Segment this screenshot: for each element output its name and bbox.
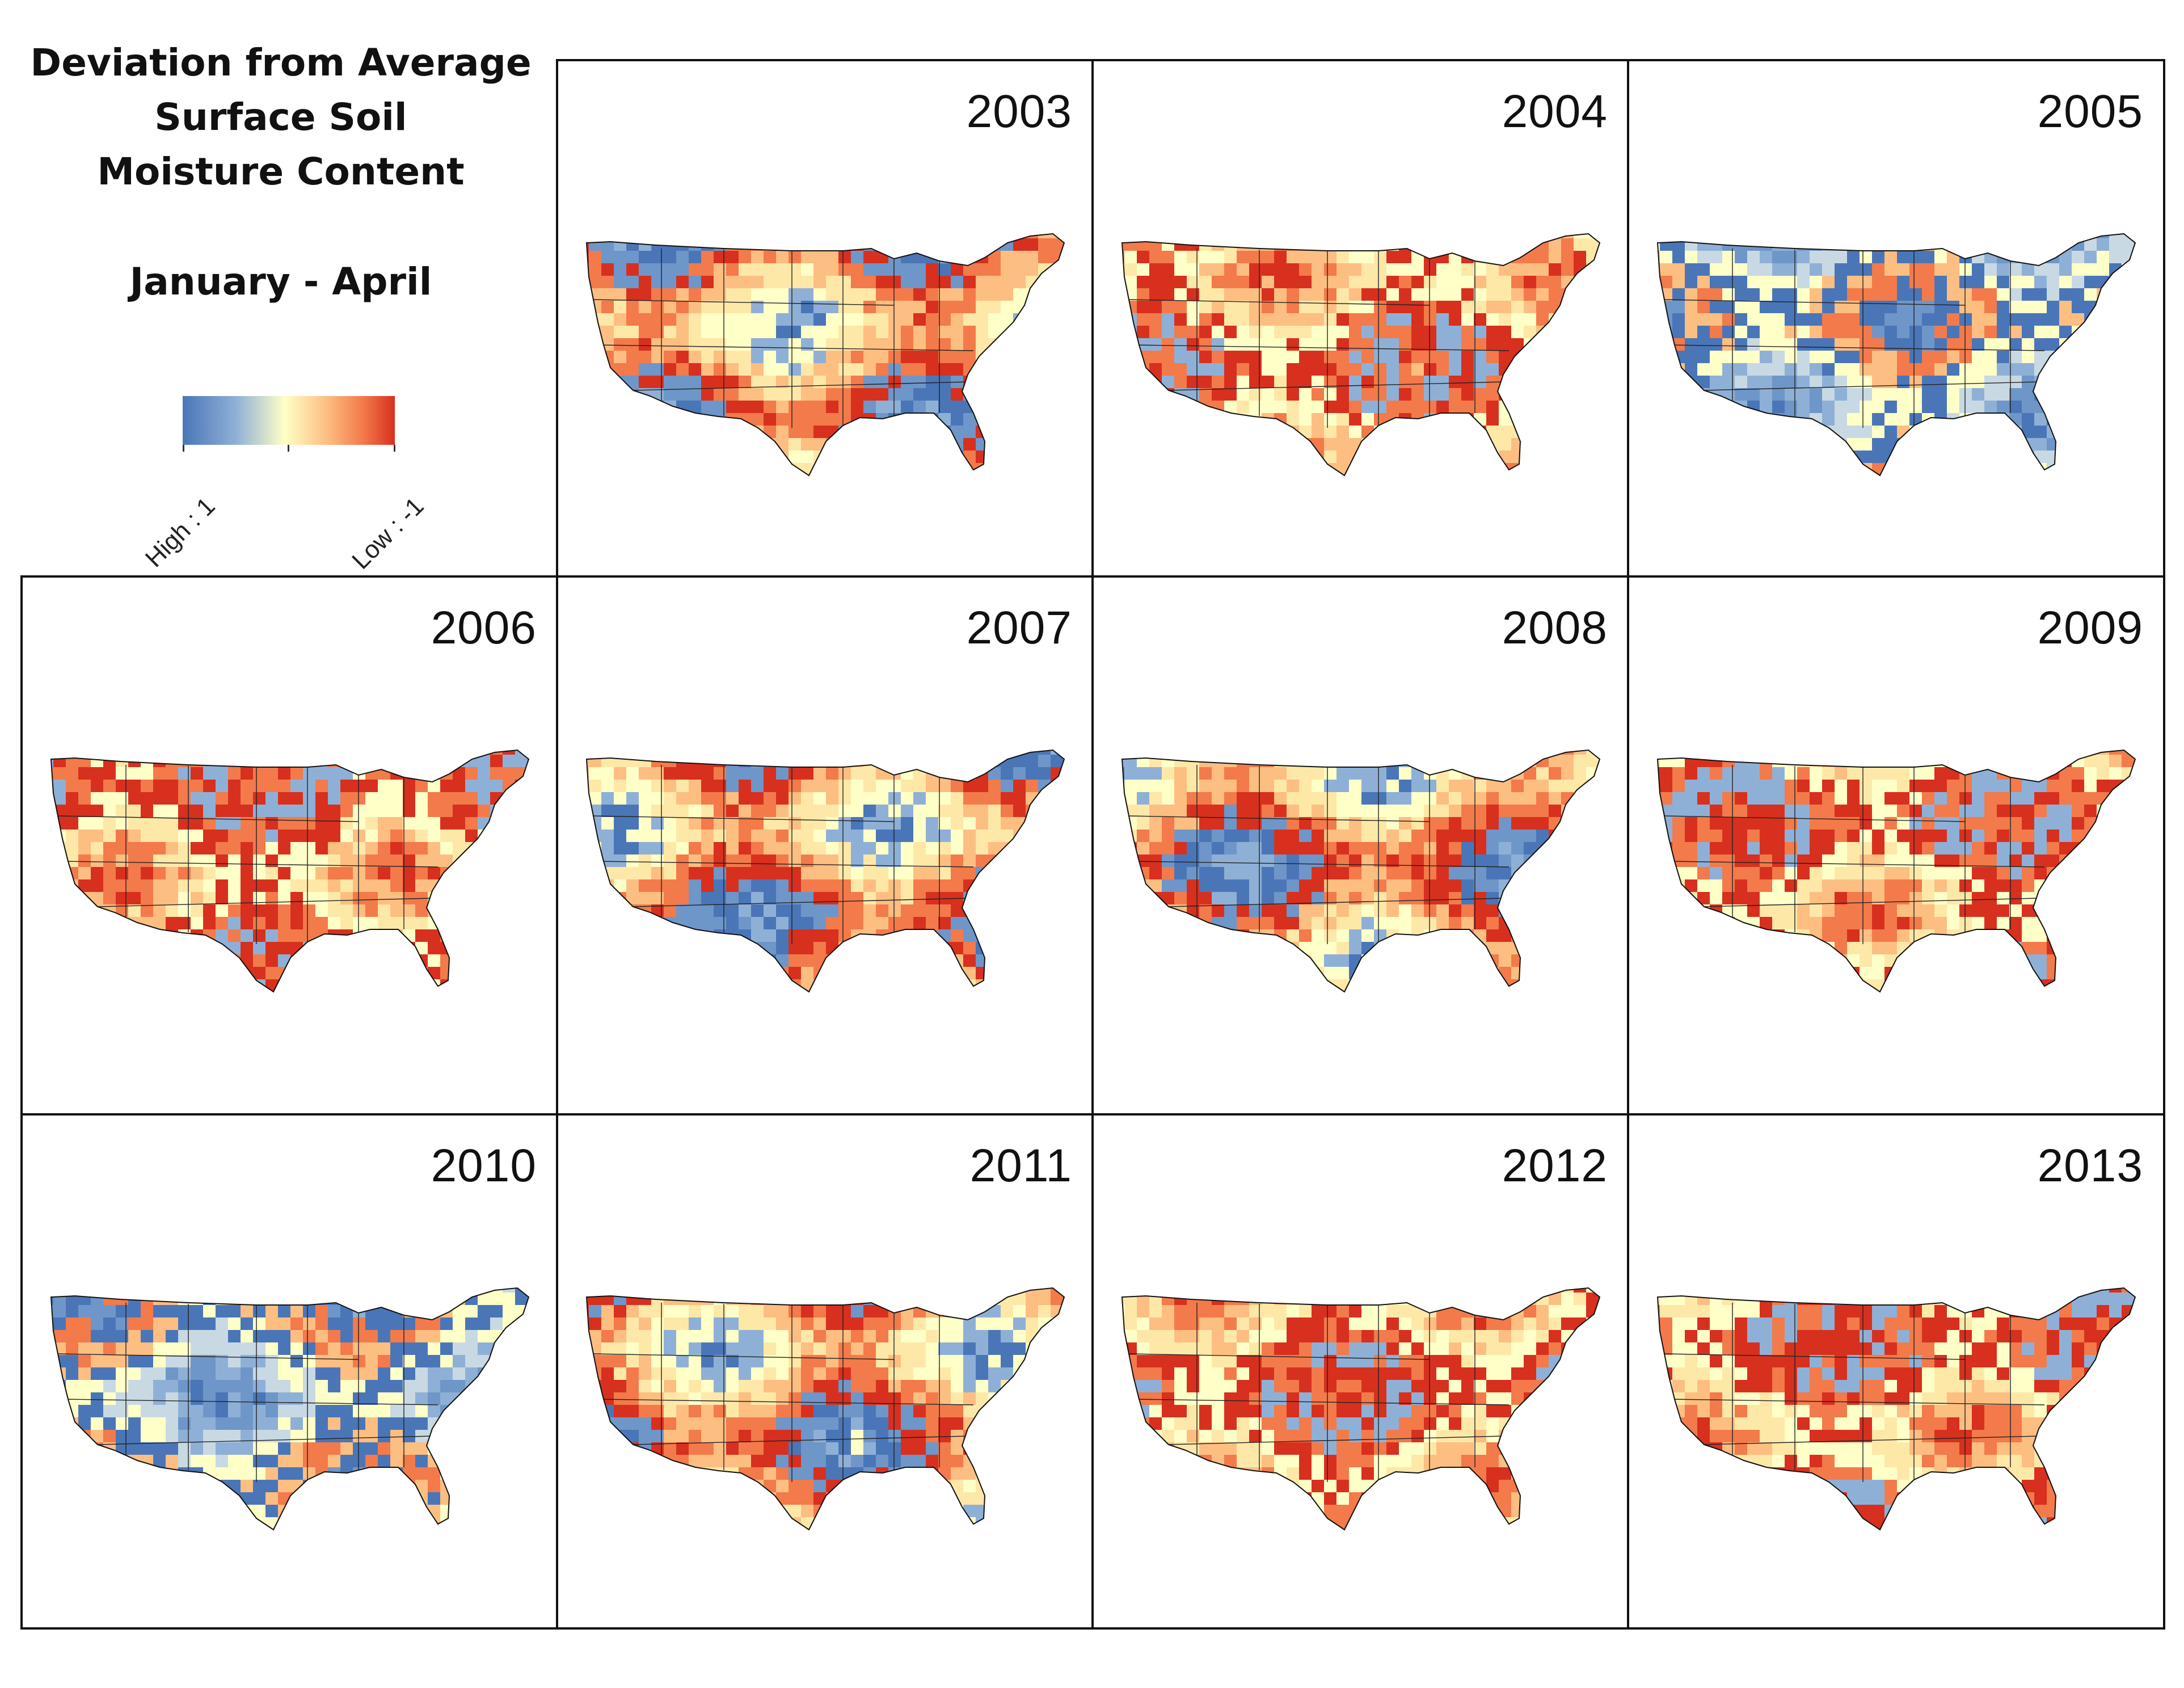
map-panel-2004: 2004	[1094, 61, 1630, 575]
us-soil-moisture-map	[50, 1287, 530, 1531]
us-outline	[585, 749, 1065, 993]
legend-tick-low	[394, 445, 395, 452]
panel-year-label: 2009	[2037, 602, 2143, 654]
panel-year-label: 2003	[966, 86, 1072, 137]
us-outline	[50, 1287, 530, 1531]
map-panel-2011: 2011	[558, 1115, 1095, 1630]
us-soil-moisture-map	[50, 749, 530, 993]
grid-col3-line	[1627, 59, 1629, 1630]
us-soil-moisture-map	[1656, 1287, 2136, 1531]
grid-top-line	[556, 59, 2165, 61]
us-soil-moisture-map	[1656, 233, 2136, 477]
us-soil-moisture-map	[1121, 233, 1601, 477]
panel-year-label: 2011	[969, 1140, 1072, 1192]
panel-year-label: 2007	[966, 602, 1072, 654]
us-outline	[585, 233, 1065, 477]
us-soil-moisture-map	[585, 233, 1065, 477]
us-soil-moisture-map	[1656, 749, 2136, 993]
grid-col2-line	[1091, 59, 1094, 1630]
panel-year-label: 2013	[2037, 1140, 2143, 1192]
legend-period: January - April	[129, 260, 432, 304]
us-outline	[1121, 749, 1601, 993]
legend-title-line-3: Moisture Content	[97, 150, 465, 193]
legend-low-label: Low : -1	[347, 492, 429, 575]
us-soil-moisture-map	[585, 1287, 1065, 1531]
us-outline	[1121, 233, 1601, 477]
legend-tick-mid	[288, 445, 289, 452]
map-panel-2003: 2003	[558, 61, 1095, 575]
us-soil-moisture-map	[585, 749, 1065, 993]
legend-tick-high	[183, 445, 184, 452]
us-outline	[1656, 233, 2136, 477]
map-panel-2008: 2008	[1094, 578, 1630, 1092]
panel-year-label: 2004	[1502, 86, 1608, 137]
legend: Deviation from Average Surface Soil Mois…	[0, 34, 562, 579]
legend-title-line-1: Deviation from Average	[30, 41, 532, 85]
legend-title-line-2: Surface Soil	[154, 95, 407, 139]
map-panel-2010: 2010	[23, 1115, 559, 1630]
us-soil-moisture-map	[1121, 1287, 1601, 1531]
us-outline	[585, 1287, 1065, 1531]
panel-year-label: 2008	[1502, 602, 1608, 654]
legend-high-label: High : 1	[140, 492, 221, 573]
us-soil-moisture-map	[1121, 749, 1601, 993]
panel-year-label: 2006	[431, 602, 537, 654]
map-panel-2006: 2006	[23, 578, 559, 1092]
map-panel-2012: 2012	[1094, 1115, 1630, 1630]
legend-color-ramp	[183, 396, 395, 445]
us-outline	[50, 749, 530, 993]
map-panel-2005: 2005	[1629, 61, 2166, 575]
panel-year-label: 2010	[431, 1140, 537, 1192]
map-panel-2007: 2007	[558, 578, 1095, 1092]
panel-year-label: 2012	[1502, 1140, 1608, 1192]
map-panel-2013: 2013	[1629, 1115, 2166, 1630]
panel-year-label: 2005	[2037, 86, 2143, 137]
us-outline	[1656, 749, 2136, 993]
grid-col1-line	[556, 59, 558, 1630]
us-outline	[1121, 1287, 1601, 1531]
map-panel-2009: 2009	[1629, 578, 2166, 1092]
grid-left-line	[20, 575, 23, 1630]
us-outline	[1656, 1287, 2136, 1531]
grid-right-line	[2163, 59, 2165, 1630]
